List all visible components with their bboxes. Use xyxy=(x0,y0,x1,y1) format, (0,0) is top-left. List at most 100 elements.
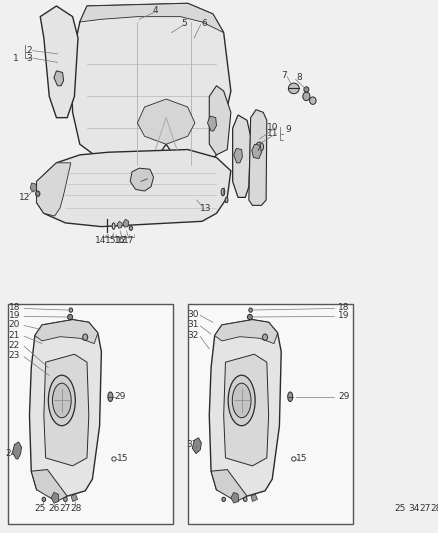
Text: 14: 14 xyxy=(95,237,106,246)
Text: 5: 5 xyxy=(181,19,187,28)
Text: 11: 11 xyxy=(267,129,278,138)
Ellipse shape xyxy=(247,314,252,320)
Ellipse shape xyxy=(69,308,73,312)
Ellipse shape xyxy=(310,97,316,104)
Ellipse shape xyxy=(108,392,113,401)
Text: 27: 27 xyxy=(60,504,71,513)
Polygon shape xyxy=(209,86,231,155)
Ellipse shape xyxy=(222,497,226,502)
Text: 8: 8 xyxy=(297,73,302,82)
Ellipse shape xyxy=(256,142,264,152)
Ellipse shape xyxy=(53,383,71,418)
Text: 3: 3 xyxy=(27,54,32,62)
Polygon shape xyxy=(251,494,258,502)
Ellipse shape xyxy=(64,497,67,502)
Ellipse shape xyxy=(262,334,268,341)
Polygon shape xyxy=(138,99,195,144)
Ellipse shape xyxy=(303,92,310,101)
Text: 23: 23 xyxy=(9,351,20,360)
Text: 6: 6 xyxy=(201,19,207,28)
Polygon shape xyxy=(234,149,242,163)
Polygon shape xyxy=(249,110,267,205)
Text: 9: 9 xyxy=(286,125,291,134)
Polygon shape xyxy=(208,116,216,131)
Polygon shape xyxy=(224,354,268,466)
Polygon shape xyxy=(51,492,59,503)
Ellipse shape xyxy=(67,314,73,320)
Polygon shape xyxy=(54,71,64,86)
Text: 28: 28 xyxy=(71,504,82,513)
Ellipse shape xyxy=(244,497,247,502)
Polygon shape xyxy=(209,320,281,496)
Text: 22: 22 xyxy=(9,341,20,350)
Text: 29: 29 xyxy=(339,392,350,401)
Polygon shape xyxy=(40,6,78,118)
Text: 15: 15 xyxy=(297,455,308,463)
Polygon shape xyxy=(71,494,78,502)
Text: 27: 27 xyxy=(419,504,431,513)
Ellipse shape xyxy=(249,308,252,312)
Text: 12: 12 xyxy=(116,237,127,246)
Ellipse shape xyxy=(129,226,133,230)
FancyBboxPatch shape xyxy=(188,304,353,524)
Text: 25: 25 xyxy=(394,504,406,513)
Text: 28: 28 xyxy=(430,504,438,513)
Text: 15: 15 xyxy=(117,455,128,463)
Text: 16: 16 xyxy=(113,237,125,246)
Ellipse shape xyxy=(304,87,309,92)
Polygon shape xyxy=(130,168,154,191)
Ellipse shape xyxy=(112,223,115,229)
Text: 32: 32 xyxy=(187,331,199,340)
Polygon shape xyxy=(252,144,261,159)
Text: 19: 19 xyxy=(9,311,20,320)
Text: 33: 33 xyxy=(186,440,198,449)
Text: 7: 7 xyxy=(281,70,286,79)
Polygon shape xyxy=(37,150,231,227)
Text: 15: 15 xyxy=(105,237,116,246)
Polygon shape xyxy=(211,470,247,502)
Polygon shape xyxy=(117,221,122,228)
Ellipse shape xyxy=(221,188,225,196)
Text: 34: 34 xyxy=(408,504,419,513)
Text: 25: 25 xyxy=(35,504,46,513)
Text: 18: 18 xyxy=(9,303,20,312)
Text: 24: 24 xyxy=(6,449,17,458)
Polygon shape xyxy=(44,354,89,466)
Text: 30: 30 xyxy=(187,310,199,319)
Polygon shape xyxy=(123,219,129,227)
Polygon shape xyxy=(29,320,101,496)
Polygon shape xyxy=(80,3,224,33)
Text: 18: 18 xyxy=(339,303,350,312)
Text: 26: 26 xyxy=(48,504,60,513)
Ellipse shape xyxy=(232,383,251,418)
Polygon shape xyxy=(215,320,278,344)
Text: 2: 2 xyxy=(27,46,32,55)
Text: 4: 4 xyxy=(152,6,158,15)
Text: 19: 19 xyxy=(339,311,350,320)
Text: 20: 20 xyxy=(9,320,20,329)
FancyBboxPatch shape xyxy=(8,304,173,524)
Text: 29: 29 xyxy=(114,392,126,401)
Polygon shape xyxy=(13,442,21,459)
Ellipse shape xyxy=(288,392,293,401)
Polygon shape xyxy=(231,492,239,503)
Polygon shape xyxy=(35,320,98,344)
Polygon shape xyxy=(37,163,71,216)
Polygon shape xyxy=(192,438,201,454)
Text: 21: 21 xyxy=(9,331,20,340)
Text: 10: 10 xyxy=(267,123,278,132)
Text: 31: 31 xyxy=(187,320,199,329)
Ellipse shape xyxy=(288,83,299,94)
Text: 17: 17 xyxy=(124,237,135,246)
Text: 1: 1 xyxy=(13,54,19,62)
Text: 12: 12 xyxy=(19,193,30,203)
Ellipse shape xyxy=(42,497,46,502)
Ellipse shape xyxy=(83,334,88,341)
Polygon shape xyxy=(30,183,37,192)
Text: 13: 13 xyxy=(200,204,212,213)
Ellipse shape xyxy=(225,197,228,203)
Ellipse shape xyxy=(48,375,75,426)
Polygon shape xyxy=(233,115,251,197)
Polygon shape xyxy=(71,3,231,171)
Ellipse shape xyxy=(35,191,40,196)
